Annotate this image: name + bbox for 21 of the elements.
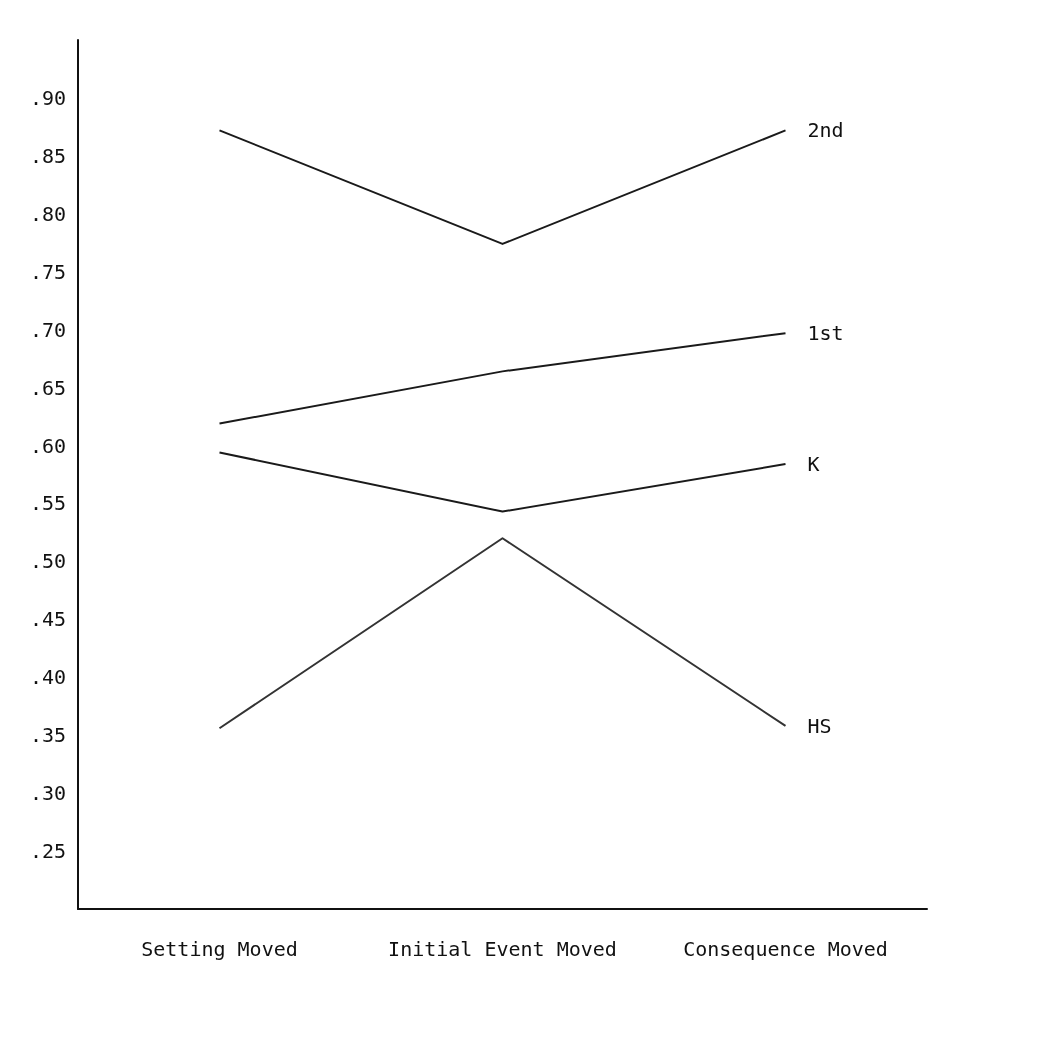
y-tick-label: .90 [29,85,66,110]
y-tick-label: .55 [29,491,66,516]
series-label: HS [807,713,832,738]
y-tick-label: .80 [29,201,66,226]
y-tick-label: .75 [29,259,66,284]
x-tick-label: Setting Moved [141,937,298,961]
series-label: 1st [807,321,844,346]
y-tick-label: .50 [29,549,66,574]
y-tick-label: .30 [29,781,66,806]
y-tick-label: .60 [29,433,66,458]
y-tick-label: .40 [29,665,66,690]
x-tick-label: Initial Event Moved [388,937,617,961]
y-tick-label: .25 [29,839,66,864]
y-tick-label: .85 [29,143,66,168]
series-label: K [807,452,820,477]
x-tick-label: Consequence Moved [683,937,888,961]
y-tick-label: .65 [29,375,66,400]
y-tick-label: .45 [29,607,66,632]
y-tick-label: .70 [29,317,66,342]
y-tick-label: .35 [29,723,66,748]
series-label: 2nd [807,118,844,143]
